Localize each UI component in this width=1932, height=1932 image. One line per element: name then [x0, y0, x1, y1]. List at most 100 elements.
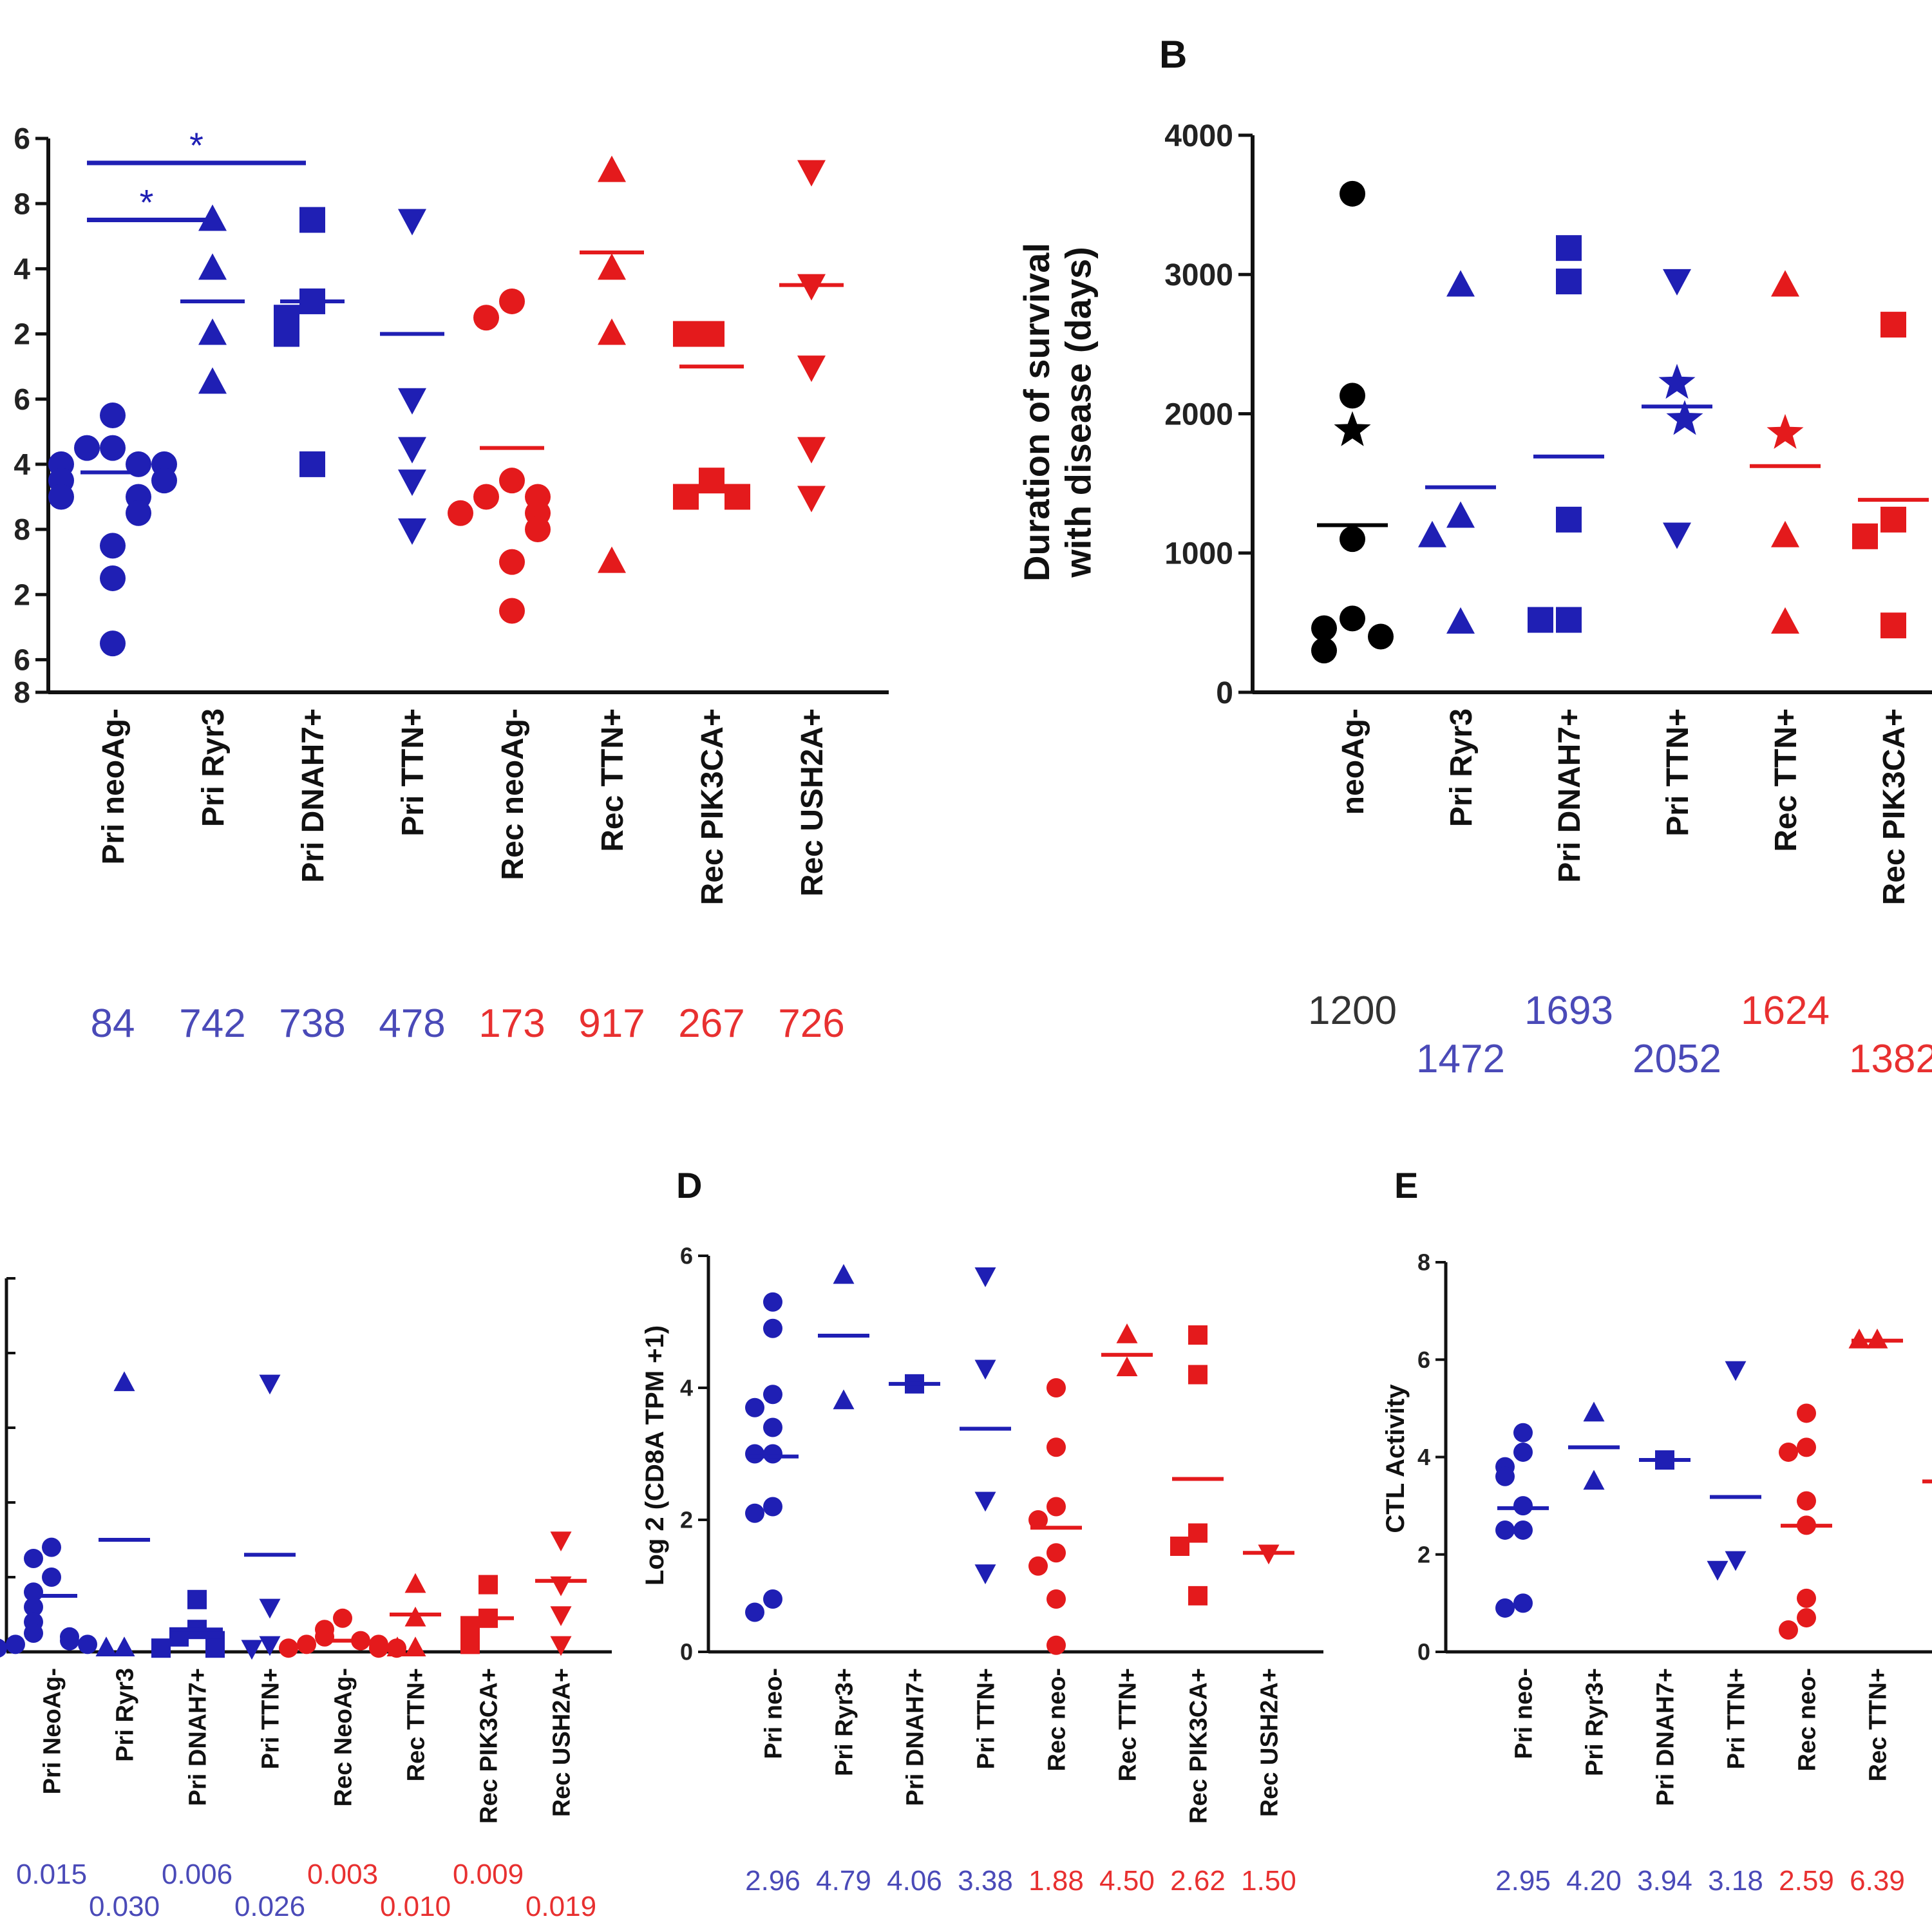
- point-triangle-down: [1663, 522, 1691, 549]
- point-triangle: [404, 1573, 426, 1593]
- point-circle: [499, 468, 525, 494]
- point-circle: [1340, 526, 1365, 553]
- point-circle: [499, 598, 525, 624]
- category-label: Pri neoAg-: [97, 708, 131, 865]
- category-label: Pri DNAH7+: [902, 1668, 929, 1806]
- point-circle: [100, 630, 126, 657]
- panel-e: 0 2 4 6 8 E CTL Activity Pri neo- Pri Ryr3+ Pri D…: [1381, 1165, 1932, 1897]
- point-triangle-down: [797, 160, 826, 187]
- category-label: Rec TTN+: [1864, 1668, 1891, 1781]
- y-tick-label: 2000: [1164, 397, 1233, 431]
- y-tick-label: 3000: [1164, 258, 1233, 292]
- point-square: [478, 1575, 498, 1595]
- point-circle: [48, 484, 74, 510]
- y-tick-label: 8: [1417, 1249, 1430, 1276]
- point-triangle: [95, 1636, 117, 1656]
- category-label: Rec TTN+: [596, 708, 630, 852]
- summary-value: 267: [678, 1001, 744, 1046]
- point-square: [1880, 612, 1906, 639]
- point-circle: [1797, 1588, 1816, 1608]
- point-triangle-down: [974, 1492, 996, 1512]
- category-label: Pri TTN+: [257, 1668, 284, 1769]
- point-triangle: [1446, 270, 1475, 297]
- point-square: [205, 1638, 225, 1658]
- point-circle: [1513, 1520, 1533, 1540]
- summary-value: 738: [279, 1001, 345, 1046]
- point-triangle-down: [797, 486, 826, 513]
- point-circle: [315, 1627, 334, 1647]
- point-triangle-down: [398, 437, 426, 464]
- category-label: Pri DNAH7+: [296, 708, 330, 883]
- point-circle: [745, 1503, 764, 1523]
- y-axis-label-line: CTL Activity: [1381, 1384, 1410, 1533]
- point-triangle: [404, 1636, 426, 1656]
- category-label: Rec TTN+: [1114, 1668, 1141, 1781]
- point-circle: [1513, 1442, 1533, 1462]
- point-circle: [126, 500, 151, 526]
- point-star: [1658, 363, 1696, 399]
- y-tick-label: 2: [1417, 1541, 1430, 1567]
- point-square: [274, 321, 299, 347]
- significance-star: *: [140, 182, 154, 222]
- point-circle: [763, 1444, 782, 1464]
- point-square: [299, 207, 325, 233]
- point-square: [1556, 506, 1582, 533]
- point-circle: [499, 288, 525, 314]
- point-circle: [763, 1417, 782, 1437]
- point-circle: [60, 1631, 79, 1651]
- point-circle: [1513, 1593, 1533, 1613]
- point-square: [151, 1638, 171, 1658]
- point-triangle: [386, 1636, 408, 1656]
- point-star: [1334, 411, 1371, 446]
- point-circle: [151, 468, 177, 494]
- category-label: Pri Ryr3+: [831, 1668, 858, 1776]
- y-tick-label: 4: [14, 252, 30, 285]
- y-tick-label: 4: [1417, 1444, 1430, 1470]
- point-circle: [1495, 1520, 1515, 1540]
- point-circle: [1046, 1635, 1066, 1655]
- y-tick-label: 8: [14, 676, 30, 709]
- category-label: Pri DNAH7+: [1553, 708, 1587, 883]
- y-tick-label: 6: [1417, 1347, 1430, 1373]
- point-circle: [1028, 1556, 1048, 1576]
- category-label: Rec TTN+: [1769, 708, 1803, 852]
- point-square: [299, 451, 325, 477]
- summary-value: 1624: [1741, 989, 1830, 1033]
- point-circle: [279, 1638, 298, 1658]
- category-label: Pri Ryr3: [1444, 708, 1479, 827]
- point-circle: [448, 500, 473, 526]
- point-triangle: [598, 546, 626, 573]
- summary-value: 1382: [1849, 1037, 1932, 1081]
- summary-value: 0.026: [234, 1891, 305, 1922]
- y-axis-label-line: with disease (days): [1058, 247, 1099, 578]
- category-label: Pri TTN+: [972, 1668, 999, 1769]
- point-circle: [763, 1497, 782, 1517]
- point-circle: [1797, 1491, 1816, 1511]
- category-label: Rec neo-: [1794, 1668, 1821, 1771]
- summary-value: 2052: [1633, 1037, 1721, 1081]
- summary-value: 4.50: [1099, 1865, 1155, 1897]
- summary-value: 84: [91, 1001, 135, 1046]
- summary-value: 4.20: [1566, 1865, 1622, 1897]
- point-square: [187, 1589, 207, 1609]
- point-triangle: [1418, 520, 1446, 547]
- point-triangle-down: [398, 469, 426, 497]
- panel-letter: D: [676, 1165, 702, 1206]
- point-circle: [1495, 1598, 1515, 1618]
- summary-value: 3.38: [958, 1865, 1013, 1897]
- summary-value: 0.003: [307, 1859, 378, 1890]
- point-circle: [1368, 623, 1394, 650]
- point-circle: [297, 1634, 316, 1654]
- point-triangle: [113, 1636, 135, 1656]
- point-circle: [42, 1537, 61, 1557]
- category-label: Rec neoAg-: [496, 708, 530, 880]
- summary-value: 2.96: [745, 1865, 800, 1897]
- y-axis-label-line: Duration of survival: [1016, 243, 1057, 582]
- y-tick-label: 0: [1216, 676, 1233, 710]
- point-circle: [369, 1638, 388, 1658]
- point-triangle-down: [1725, 1361, 1747, 1381]
- summary-value: 1.88: [1028, 1865, 1084, 1897]
- panel-letter: E: [1394, 1165, 1418, 1206]
- point-square: [1528, 607, 1553, 633]
